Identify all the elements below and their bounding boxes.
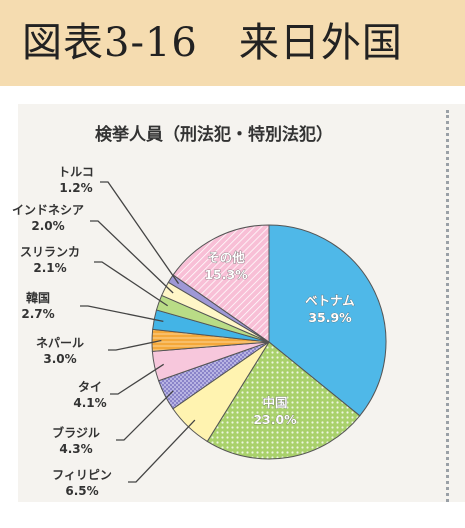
slice-value-4: 4.1% [73,396,106,410]
slice-value-2: 6.5% [65,484,98,498]
slice-label-4: タイ [78,380,102,394]
slice-label-10: その他 [207,250,245,265]
leader-line-9 [100,181,180,285]
slice-label-3: ブラジル [52,425,100,440]
leader-line-6 [80,305,164,322]
slice-value-0: 35.9% [308,310,352,325]
leader-line-5 [108,339,162,351]
header-banner: 図表3-16 来日外国 [0,0,465,86]
leader-line-3 [116,390,174,441]
slice-value-1: 23.0% [253,412,297,427]
pie-slice-0 [268,224,387,417]
chart-title: 検挙人員（刑法犯・特別法犯） [95,125,333,145]
slice-label-0: ベトナム [305,293,355,308]
slice-label-5: ネパール [36,336,84,350]
pie-slice-10 [172,224,270,343]
leader-line-4 [110,363,165,395]
leader-line-8 [90,220,174,294]
slice-label-6: 韓国 [26,290,50,305]
slice-value-9: 1.2% [59,181,92,195]
leader-line-2 [128,419,196,483]
slice-value-7: 2.1% [33,261,66,275]
slice-label-1: 中国 [262,395,287,410]
slice-label-2: フィリピン [52,468,112,482]
pie-slice-1 [206,341,361,460]
leader-line-7 [94,261,169,307]
slice-label-9: トルコ [58,165,94,179]
slice-value-3: 4.3% [59,442,92,456]
dotted-divider [446,110,449,502]
slice-value-6: 2.7% [21,307,54,321]
slice-label-7: スリランカ [20,245,80,259]
slice-value-8: 2.0% [31,219,64,233]
page-title: 図表3-16 来日外国 [22,20,403,66]
slice-label-8: インドネシア [12,203,84,217]
slice-value-5: 3.0% [43,352,76,366]
slice-value-10: 15.3% [204,267,248,282]
